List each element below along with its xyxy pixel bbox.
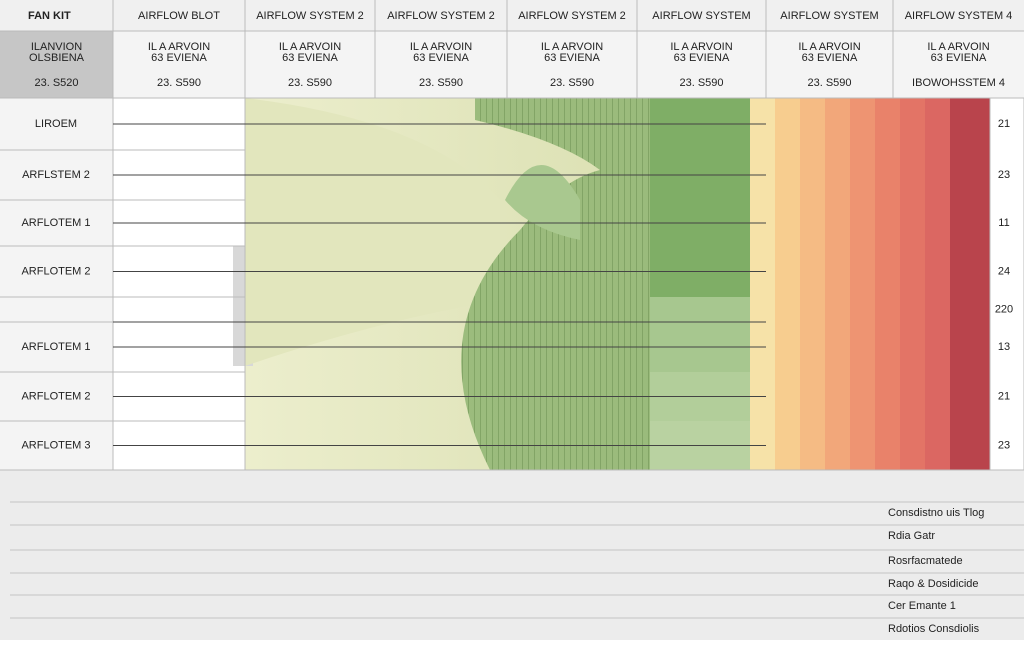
column-header: AIRFLOW SYSTEM 4 <box>905 10 1013 22</box>
row-label: ARFLOTEM 3 <box>21 439 90 451</box>
column-header: AIRFLOW SYSTEM <box>780 10 878 22</box>
graphic-curve <box>505 165 580 240</box>
subheader-label: OLSBIENA <box>29 52 85 64</box>
row-value: 21 <box>998 118 1010 130</box>
subheader-label: 63 EVIENA <box>544 52 600 64</box>
row-value: 23 <box>998 439 1010 451</box>
row-value: 220 <box>995 303 1013 315</box>
subheader-value: 23. S590 <box>157 77 201 89</box>
footer <box>0 470 1024 640</box>
row-label: ARFLOTEM 1 <box>21 341 90 353</box>
subheader-label: IL A ARVOIN <box>279 41 341 53</box>
column-blank <box>113 98 245 470</box>
row-value: 11 <box>998 217 1009 229</box>
stripes <box>750 98 990 470</box>
row-label: ARFLOTEM 2 <box>21 265 90 277</box>
subheader-label: ILANVION <box>31 41 82 53</box>
green-bar <box>650 347 760 372</box>
subheader-label: 63 EVIENA <box>674 52 730 64</box>
label-column <box>0 98 113 470</box>
green-bar <box>650 98 760 297</box>
footer-item: Rdotios Consdiolis <box>888 623 980 635</box>
subheader-value: 23. S590 <box>419 77 463 89</box>
subheader-value: 23. S590 <box>550 77 594 89</box>
subheader-label: IL A ARVOIN <box>670 41 732 53</box>
subheader-label: IL A ARVOIN <box>410 41 472 53</box>
subheader-label: IL A ARVOIN <box>541 41 603 53</box>
row-value: 24 <box>998 265 1010 277</box>
subheader-label: 63 EVIENA <box>413 52 469 64</box>
column-header: AIRFLOW SYSTEM 2 <box>387 10 495 22</box>
graphic-leaf <box>245 98 500 366</box>
row-value: 13 <box>998 341 1010 353</box>
subheader-label: IL A ARVOIN <box>927 41 989 53</box>
row-label: ARFLOTEM 2 <box>21 390 90 402</box>
column-header: AIRFLOW SYSTEM 2 <box>256 10 364 22</box>
row-label: ARFLSTEM 2 <box>22 169 90 181</box>
row-label: LIROEM <box>35 118 77 130</box>
subheader-value: IBOWOHSSTEM 4 <box>912 77 1005 89</box>
subheader-value: 23. S590 <box>679 77 723 89</box>
row-value: 21 <box>998 390 1010 402</box>
footer-item: Raqo & Dosidicide <box>888 578 979 590</box>
footer-item: Rdia Gatr <box>888 530 935 542</box>
graphic-hatch <box>461 98 650 470</box>
subheader-label: 63 EVIENA <box>282 52 338 64</box>
subheader-value: 23. S590 <box>807 77 851 89</box>
subheader-label: IL A ARVOIN <box>798 41 860 53</box>
value-column <box>989 97 1024 471</box>
subheader-label: 63 EVIENA <box>802 52 858 64</box>
column-header: AIRFLOW SYSTEM <box>652 10 750 22</box>
header-bar <box>0 0 1024 31</box>
row-value: 23 <box>998 169 1010 181</box>
footer-item: Rosrfacmatede <box>888 555 963 567</box>
subheader-value: 23. S590 <box>288 77 332 89</box>
footer-item: Cer Emante 1 <box>888 600 956 612</box>
column-header: FAN KIT <box>28 10 71 22</box>
column-header: AIRFLOW SYSTEM 2 <box>518 10 626 22</box>
subheader-label: 63 EVIENA <box>931 52 987 64</box>
subheader-label: 63 EVIENA <box>151 52 207 64</box>
footer-item: Consdistno uis Tlog <box>888 507 984 519</box>
subheader-value: 23. S520 <box>34 77 78 89</box>
subheader-first <box>0 31 113 98</box>
column-header: AIRFLOW BLOT <box>138 10 220 22</box>
row-label: ARFLOTEM 1 <box>21 217 90 229</box>
subheader-label: IL A ARVOIN <box>148 41 210 53</box>
